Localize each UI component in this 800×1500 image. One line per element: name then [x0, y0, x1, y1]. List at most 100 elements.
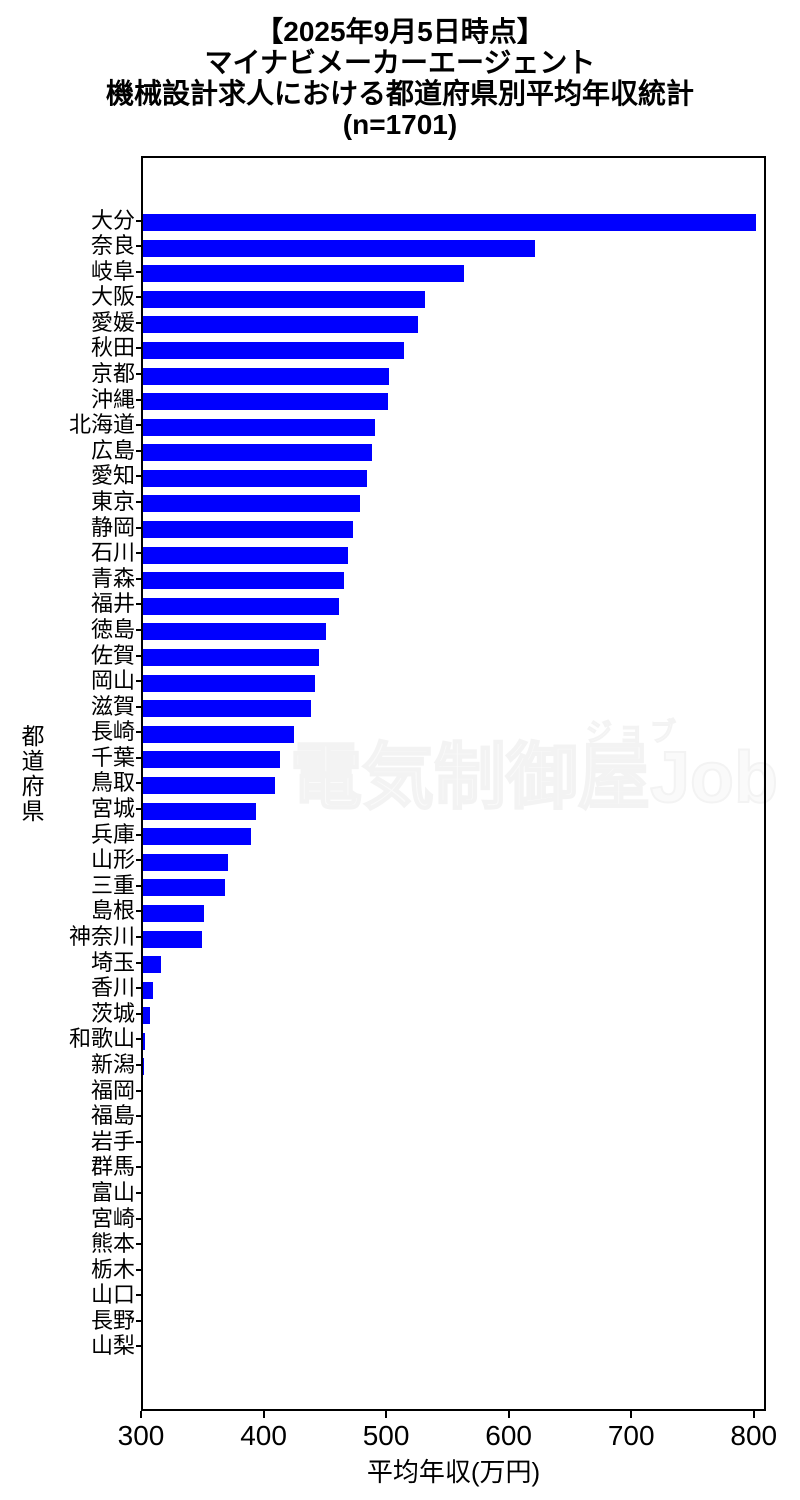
chart-title: 【2025年9月5日時点】 マイナビメーカーエージェント 機械設計求人における都…	[0, 16, 800, 140]
bar-静岡	[143, 521, 353, 539]
bar-兵庫	[143, 828, 251, 846]
y-tick-mark	[136, 321, 141, 324]
y-axis-label: 都道府県	[18, 724, 44, 824]
y-tick-mark	[136, 782, 141, 785]
y-tick-mark	[136, 1166, 141, 1169]
y-tick-mark	[136, 1038, 141, 1041]
y-tick-label-徳島: 徳島	[90, 616, 135, 642]
bar-北海道	[143, 418, 375, 436]
y-tick-label-三重: 三重	[90, 872, 135, 898]
y-tick-label-群馬: 群馬	[90, 1154, 135, 1180]
y-tick-mark	[136, 705, 141, 708]
y-tick-mark	[136, 603, 141, 606]
y-tick-label-岡山: 岡山	[90, 668, 135, 694]
bar-愛知	[143, 469, 368, 487]
bar-佐賀	[143, 649, 320, 667]
y-tick-mark	[136, 296, 141, 299]
bar-千葉	[143, 751, 281, 769]
y-tick-label-宮崎: 宮崎	[90, 1205, 135, 1231]
y-tick-label-宮城: 宮城	[90, 796, 135, 822]
y-tick-label-岐阜: 岐阜	[90, 258, 135, 284]
y-tick-label-長野: 長野	[90, 1307, 135, 1333]
x-tick-mark-800	[752, 1411, 755, 1418]
y-tick-label-長崎: 長崎	[90, 719, 135, 745]
bar-神奈川	[143, 930, 202, 948]
bar-大分	[143, 214, 756, 231]
x-tick-label-700: 700	[607, 1420, 655, 1451]
y-tick-mark	[136, 1243, 141, 1246]
bar-長崎	[143, 725, 294, 743]
y-tick-mark	[136, 1345, 141, 1348]
y-tick-label-茨城: 茨城	[90, 1000, 135, 1026]
bar-鳥取	[143, 776, 276, 794]
bar-島根	[143, 904, 205, 922]
y-tick-mark	[136, 936, 141, 939]
y-tick-mark	[136, 424, 141, 427]
y-tick-label-山形: 山形	[90, 847, 135, 873]
y-tick-label-愛知: 愛知	[90, 463, 135, 489]
y-tick-mark	[136, 1140, 141, 1143]
bar-山形	[143, 853, 228, 871]
y-tick-label-福井: 福井	[90, 591, 135, 617]
y-tick-mark	[136, 884, 141, 887]
y-tick-mark	[136, 1294, 141, 1297]
y-tick-label-兵庫: 兵庫	[90, 821, 135, 847]
y-tick-label-千葉: 千葉	[90, 744, 135, 770]
y-tick-mark	[136, 808, 141, 811]
y-tick-mark	[136, 756, 141, 759]
y-tick-label-神奈川: 神奈川	[68, 924, 135, 950]
y-tick-mark	[136, 1217, 141, 1220]
y-tick-mark	[136, 961, 141, 964]
y-tick-label-埼玉: 埼玉	[90, 949, 135, 975]
bar-宮城	[143, 802, 256, 820]
bar-沖縄	[143, 393, 389, 411]
y-tick-label-新潟: 新潟	[90, 1051, 135, 1077]
y-tick-label-愛媛: 愛媛	[90, 309, 135, 335]
bar-岡山	[143, 674, 315, 692]
bar-香川	[143, 981, 153, 999]
bar-京都	[143, 367, 390, 385]
y-tick-mark	[136, 552, 141, 555]
y-tick-label-栃木: 栃木	[90, 1256, 135, 1282]
bar-滋賀	[143, 700, 311, 718]
y-tick-label-大分: 大分	[90, 207, 135, 233]
bar-東京	[143, 495, 360, 513]
y-tick-mark	[136, 1191, 141, 1194]
x-tick-label-400: 400	[240, 1420, 287, 1451]
bar-岐阜	[143, 265, 465, 283]
x-tick-label-800: 800	[730, 1420, 778, 1451]
bar-和歌山	[143, 1032, 146, 1050]
y-tick-mark	[136, 680, 141, 683]
y-tick-label-和歌山: 和歌山	[68, 1026, 135, 1052]
y-tick-mark	[136, 270, 141, 273]
y-tick-label-大阪: 大阪	[90, 284, 135, 310]
x-tick-mark-600	[507, 1411, 510, 1418]
chart-title-line-2: マイナビメーカーエージェント	[204, 47, 596, 78]
chart-title-line-3: 機械設計求人における都道府県別平均年収統計	[105, 78, 694, 109]
y-tick-label-北海道: 北海道	[68, 412, 135, 438]
y-tick-mark	[136, 475, 141, 478]
y-tick-mark	[136, 628, 141, 631]
bar-広島	[143, 444, 373, 462]
y-tick-label-福岡: 福岡	[90, 1077, 135, 1103]
y-tick-label-山口: 山口	[90, 1282, 135, 1308]
y-tick-label-佐賀: 佐賀	[90, 642, 135, 668]
x-tick-mark-700	[630, 1411, 633, 1418]
y-tick-mark	[136, 245, 141, 248]
y-tick-mark	[136, 373, 141, 376]
y-tick-label-島根: 島根	[90, 898, 135, 924]
bar-茨城	[143, 1007, 151, 1025]
y-tick-label-石川: 石川	[90, 540, 135, 566]
y-tick-label-鳥取: 鳥取	[90, 770, 135, 796]
bar-福井	[143, 597, 340, 615]
bar-新潟	[143, 1058, 145, 1076]
y-tick-label-広島: 広島	[90, 437, 135, 463]
y-tick-label-富山: 富山	[90, 1179, 135, 1205]
chart-title-line-4: (n=1701)	[342, 109, 458, 140]
y-tick-label-香川: 香川	[90, 975, 135, 1001]
y-tick-mark	[136, 219, 141, 222]
y-tick-mark	[136, 987, 141, 990]
y-tick-mark	[136, 731, 141, 734]
x-tick-mark-500	[385, 1411, 388, 1418]
